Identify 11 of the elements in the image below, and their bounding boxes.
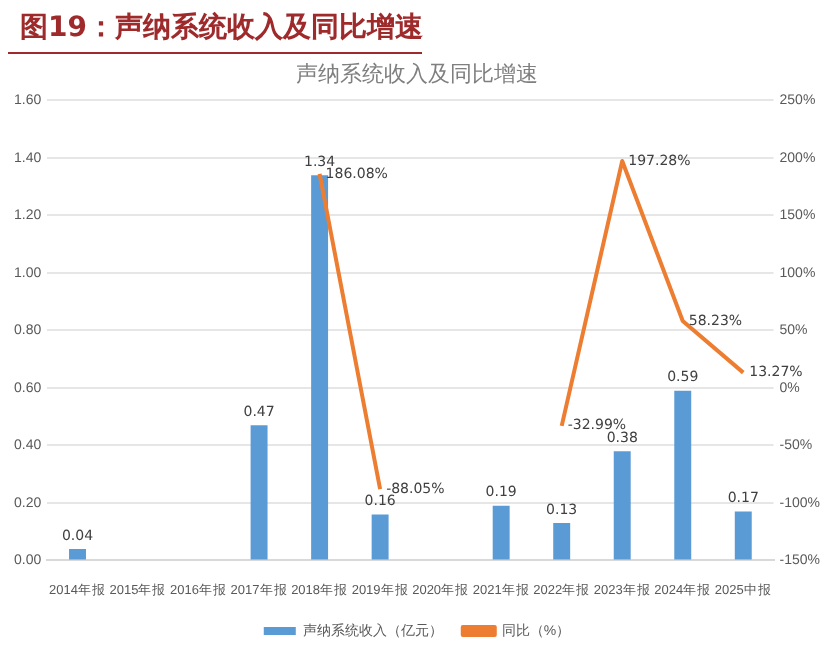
chart-title: 图19：声纳系统收入及同比增速	[8, 0, 423, 54]
bar	[734, 511, 752, 560]
chart-subtitle: 声纳系统收入及同比增速	[296, 61, 538, 88]
bar	[613, 451, 631, 560]
bar	[492, 505, 510, 560]
bar	[553, 523, 571, 560]
bar	[371, 514, 389, 560]
bar	[69, 548, 86, 560]
bar	[311, 175, 329, 560]
bar	[674, 390, 692, 560]
bar	[250, 425, 268, 560]
